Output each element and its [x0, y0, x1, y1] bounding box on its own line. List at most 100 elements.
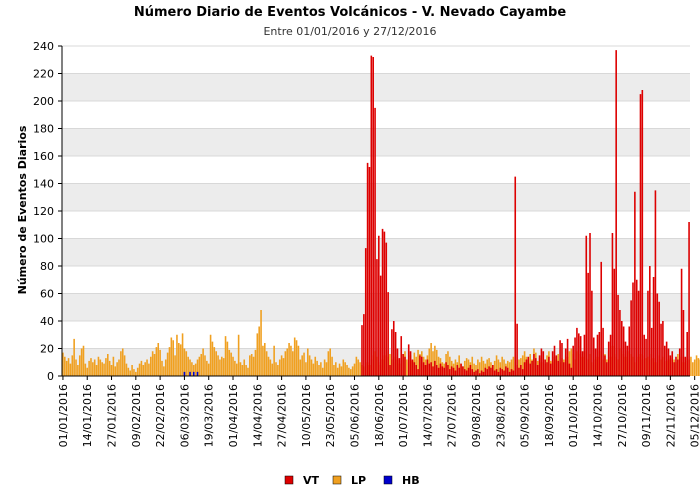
bar-vt: [600, 261, 603, 377]
bar-vt: [583, 334, 586, 376]
x-tick-labels: 01/01/2016 14/01/2016 27/01/2016 09/02/2016…: [57, 384, 700, 447]
bar-lp: [142, 365, 145, 376]
x-tick-label: 14/10/2016: [592, 384, 605, 447]
bar-lp: [437, 356, 440, 376]
bar-vt: [409, 351, 412, 376]
bar-vt: [619, 310, 621, 376]
bar-lp: [497, 359, 500, 376]
bar-vt: [497, 371, 500, 377]
bar-lp: [198, 356, 201, 376]
bar-vt: [499, 367, 502, 376]
bar-vt: [492, 365, 494, 376]
bar-vt: [656, 293, 659, 376]
bar-lp: [92, 362, 94, 376]
bar-lp: [161, 360, 163, 377]
bar-lp: [230, 352, 232, 377]
bar-vt: [538, 355, 541, 377]
legend-label-vt: VT: [303, 474, 320, 487]
bar-lp: [695, 355, 698, 377]
bar-vt: [449, 369, 451, 377]
y-tick-label: 0: [47, 370, 54, 383]
bar-lp: [164, 359, 167, 376]
bar-vt: [563, 362, 565, 376]
bar-vt: [615, 50, 617, 377]
bar-lp: [121, 348, 124, 376]
bar-vt: [454, 370, 457, 376]
chart-subtitle: Entre 01/01/2016 y 27/12/2016: [263, 25, 436, 38]
bar-lp: [521, 355, 524, 377]
bar-lp: [348, 367, 350, 376]
bar-vt: [432, 366, 434, 377]
bar-vt: [529, 363, 531, 377]
bar-lp: [123, 355, 126, 377]
bar-vt: [632, 282, 634, 376]
bar-vt: [443, 367, 446, 376]
bar-lp: [64, 356, 66, 376]
bar-vt: [450, 366, 453, 377]
bar-vt: [641, 90, 644, 376]
bar-vt: [630, 300, 632, 377]
y-tick-label: 160: [33, 150, 54, 163]
bar-lp: [235, 363, 238, 377]
bar-vt: [551, 351, 554, 376]
bar-lp: [77, 365, 79, 376]
chart-title: Número Diario de Eventos Volcánicos - V.…: [134, 5, 567, 20]
bar-lp: [215, 351, 217, 376]
bar-vt: [400, 336, 403, 377]
bar-lp: [282, 358, 285, 377]
y-tick-label: 200: [33, 95, 54, 108]
bar-vt: [462, 366, 464, 377]
bar-vt: [447, 365, 449, 376]
bar-vt: [609, 334, 612, 376]
bar-lp: [80, 348, 83, 376]
bar-lp: [278, 359, 281, 376]
bar-vt: [649, 266, 651, 376]
bar-vt: [520, 365, 522, 376]
bar-lp: [428, 348, 431, 376]
bar-vt: [643, 334, 645, 376]
bar-lp: [329, 348, 331, 376]
bar-lp: [174, 355, 176, 377]
bar-lp: [232, 356, 234, 376]
bar-lp: [146, 359, 148, 376]
bar-lp: [271, 363, 274, 377]
y-tick-label: 240: [33, 40, 54, 53]
bar-lp: [275, 362, 277, 376]
bar-vt: [611, 233, 614, 376]
bar-lp: [133, 369, 135, 377]
bar-lp: [157, 343, 160, 376]
bar-lp: [237, 334, 240, 376]
bar-vt: [482, 371, 485, 377]
bar-vt: [389, 365, 391, 376]
bar-lp: [185, 351, 188, 376]
bar-lp: [297, 345, 300, 376]
bar-vt: [635, 279, 638, 376]
bar-vt: [473, 371, 475, 377]
bar-lp: [204, 355, 206, 377]
bar-lp: [262, 345, 264, 376]
bar-lp: [570, 348, 573, 376]
bar-vt: [458, 367, 460, 376]
bar-vt: [622, 326, 625, 376]
bar-lp: [245, 365, 247, 376]
bar-vt: [422, 362, 425, 376]
bar-hb: [196, 371, 199, 377]
bar-vt: [579, 336, 582, 377]
legend-swatch-hb: [383, 475, 393, 485]
bar-lp: [465, 358, 468, 377]
bar-lp: [355, 356, 358, 376]
bar-vt: [426, 359, 429, 376]
y-tick-label: 60: [40, 288, 54, 301]
y-tick-label: 80: [40, 260, 54, 273]
x-tick-label: 05/06/2016: [349, 384, 362, 447]
bar-lp: [258, 326, 260, 376]
bar-vt: [465, 370, 468, 376]
bar-lp: [318, 365, 320, 376]
bar-lp: [191, 362, 193, 376]
bar-vt: [374, 107, 376, 377]
bar-vt: [585, 235, 588, 376]
bar-vt: [441, 366, 444, 377]
x-tick-label: 23/05/2016: [324, 384, 337, 447]
legend: VT LP HB: [284, 474, 420, 487]
bar-lp: [224, 336, 227, 377]
